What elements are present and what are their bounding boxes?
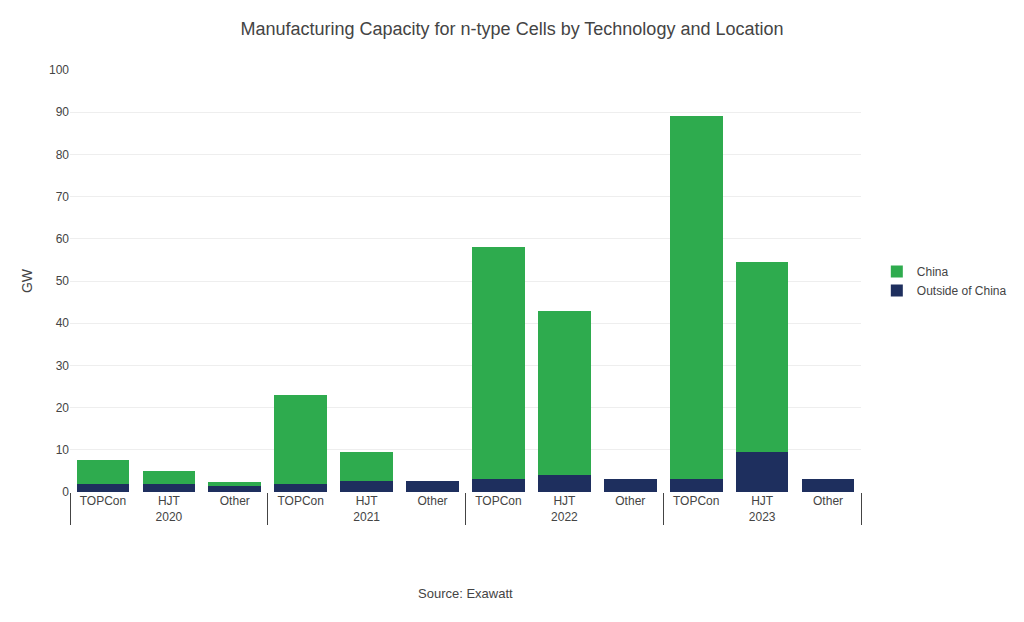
svg-text:40: 40 (56, 316, 70, 330)
svg-text:Other: Other (813, 494, 843, 508)
svg-text:TOPCon: TOPCon (673, 494, 719, 508)
svg-text:20: 20 (56, 401, 70, 415)
svg-text:Other: Other (615, 494, 645, 508)
svg-text:Outside of China: Outside of China (917, 284, 1007, 298)
svg-text:TOPCon: TOPCon (277, 494, 323, 508)
svg-text:Source: Exawatt: Source: Exawatt (418, 586, 513, 601)
svg-text:60: 60 (56, 232, 70, 246)
svg-text:2023: 2023 (749, 510, 776, 524)
svg-text:70: 70 (56, 190, 70, 204)
svg-text:Other: Other (418, 494, 448, 508)
svg-text:2021: 2021 (353, 510, 380, 524)
svg-text:100: 100 (49, 63, 69, 77)
svg-text:90: 90 (56, 105, 70, 119)
svg-text:30: 30 (56, 359, 70, 373)
svg-text:China: China (917, 265, 949, 279)
svg-text:Manufacturing Capacity for n-t: Manufacturing Capacity for n-type Cells … (241, 19, 784, 39)
svg-text:50: 50 (56, 274, 70, 288)
svg-text:2022: 2022 (551, 510, 578, 524)
svg-text:TOPCon: TOPCon (80, 494, 126, 508)
svg-text:HJT: HJT (356, 494, 379, 508)
svg-text:80: 80 (56, 148, 70, 162)
svg-text:Other: Other (220, 494, 250, 508)
svg-text:2020: 2020 (156, 510, 183, 524)
svg-text:HJT: HJT (158, 494, 181, 508)
svg-text:HJT: HJT (751, 494, 774, 508)
svg-text:10: 10 (56, 443, 70, 457)
svg-text:HJT: HJT (553, 494, 576, 508)
svg-text:GW: GW (19, 268, 35, 293)
svg-text:TOPCon: TOPCon (475, 494, 521, 508)
svg-text:0: 0 (62, 485, 69, 499)
